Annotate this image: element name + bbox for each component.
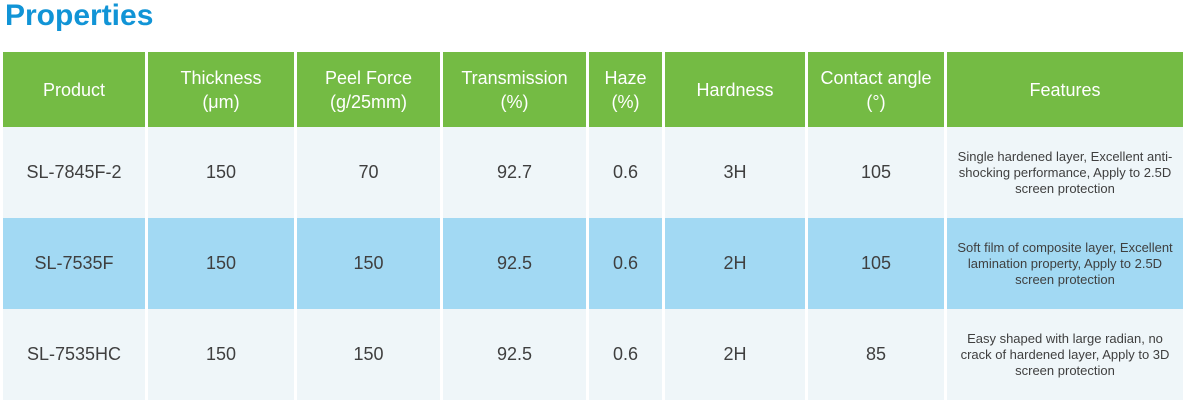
cell-product: SL-7845F-2 xyxy=(3,127,148,218)
header-contact-angle: Contact angle (°) xyxy=(808,52,947,127)
header-peel-force: Peel Force (g/25mm) xyxy=(297,52,443,127)
cell-features: Single hardened layer, Excellent anti-sh… xyxy=(947,127,1183,218)
table-row: SL-7845F-2 150 70 92.7 0.6 3H 105 Single… xyxy=(3,127,1183,218)
cell-hardness: 2H xyxy=(665,309,808,400)
cell-thickness: 150 xyxy=(148,309,297,400)
table-header-row: Product Thickness (μm) Peel Force (g/25m… xyxy=(3,52,1183,127)
cell-product: SL-7535HC xyxy=(3,309,148,400)
cell-haze: 0.6 xyxy=(589,309,665,400)
cell-transmission: 92.5 xyxy=(443,309,589,400)
cell-transmission: 92.5 xyxy=(443,218,589,309)
cell-thickness: 150 xyxy=(148,127,297,218)
table-row: SL-7535HC 150 150 92.5 0.6 2H 85 Easy sh… xyxy=(3,309,1183,400)
cell-features: Soft film of composite layer, Excellent … xyxy=(947,218,1183,309)
header-thickness: Thickness (μm) xyxy=(148,52,297,127)
header-features: Features xyxy=(947,52,1183,127)
cell-peel-force: 150 xyxy=(297,218,443,309)
table-row: SL-7535F 150 150 92.5 0.6 2H 105 Soft fi… xyxy=(3,218,1183,309)
properties-table: Product Thickness (μm) Peel Force (g/25m… xyxy=(3,52,1183,400)
header-hardness: Hardness xyxy=(665,52,808,127)
page-title: Properties xyxy=(5,0,154,32)
cell-contact-angle: 105 xyxy=(808,218,947,309)
header-transmission: Transmission (%) xyxy=(443,52,589,127)
cell-contact-angle: 105 xyxy=(808,127,947,218)
header-product: Product xyxy=(3,52,148,127)
cell-peel-force: 150 xyxy=(297,309,443,400)
cell-product: SL-7535F xyxy=(3,218,148,309)
header-haze: Haze (%) xyxy=(589,52,665,127)
cell-hardness: 2H xyxy=(665,218,808,309)
cell-thickness: 150 xyxy=(148,218,297,309)
cell-peel-force: 70 xyxy=(297,127,443,218)
cell-haze: 0.6 xyxy=(589,218,665,309)
cell-contact-angle: 85 xyxy=(808,309,947,400)
cell-features: Easy shaped with large radian, no crack … xyxy=(947,309,1183,400)
cell-transmission: 92.7 xyxy=(443,127,589,218)
cell-haze: 0.6 xyxy=(589,127,665,218)
cell-hardness: 3H xyxy=(665,127,808,218)
